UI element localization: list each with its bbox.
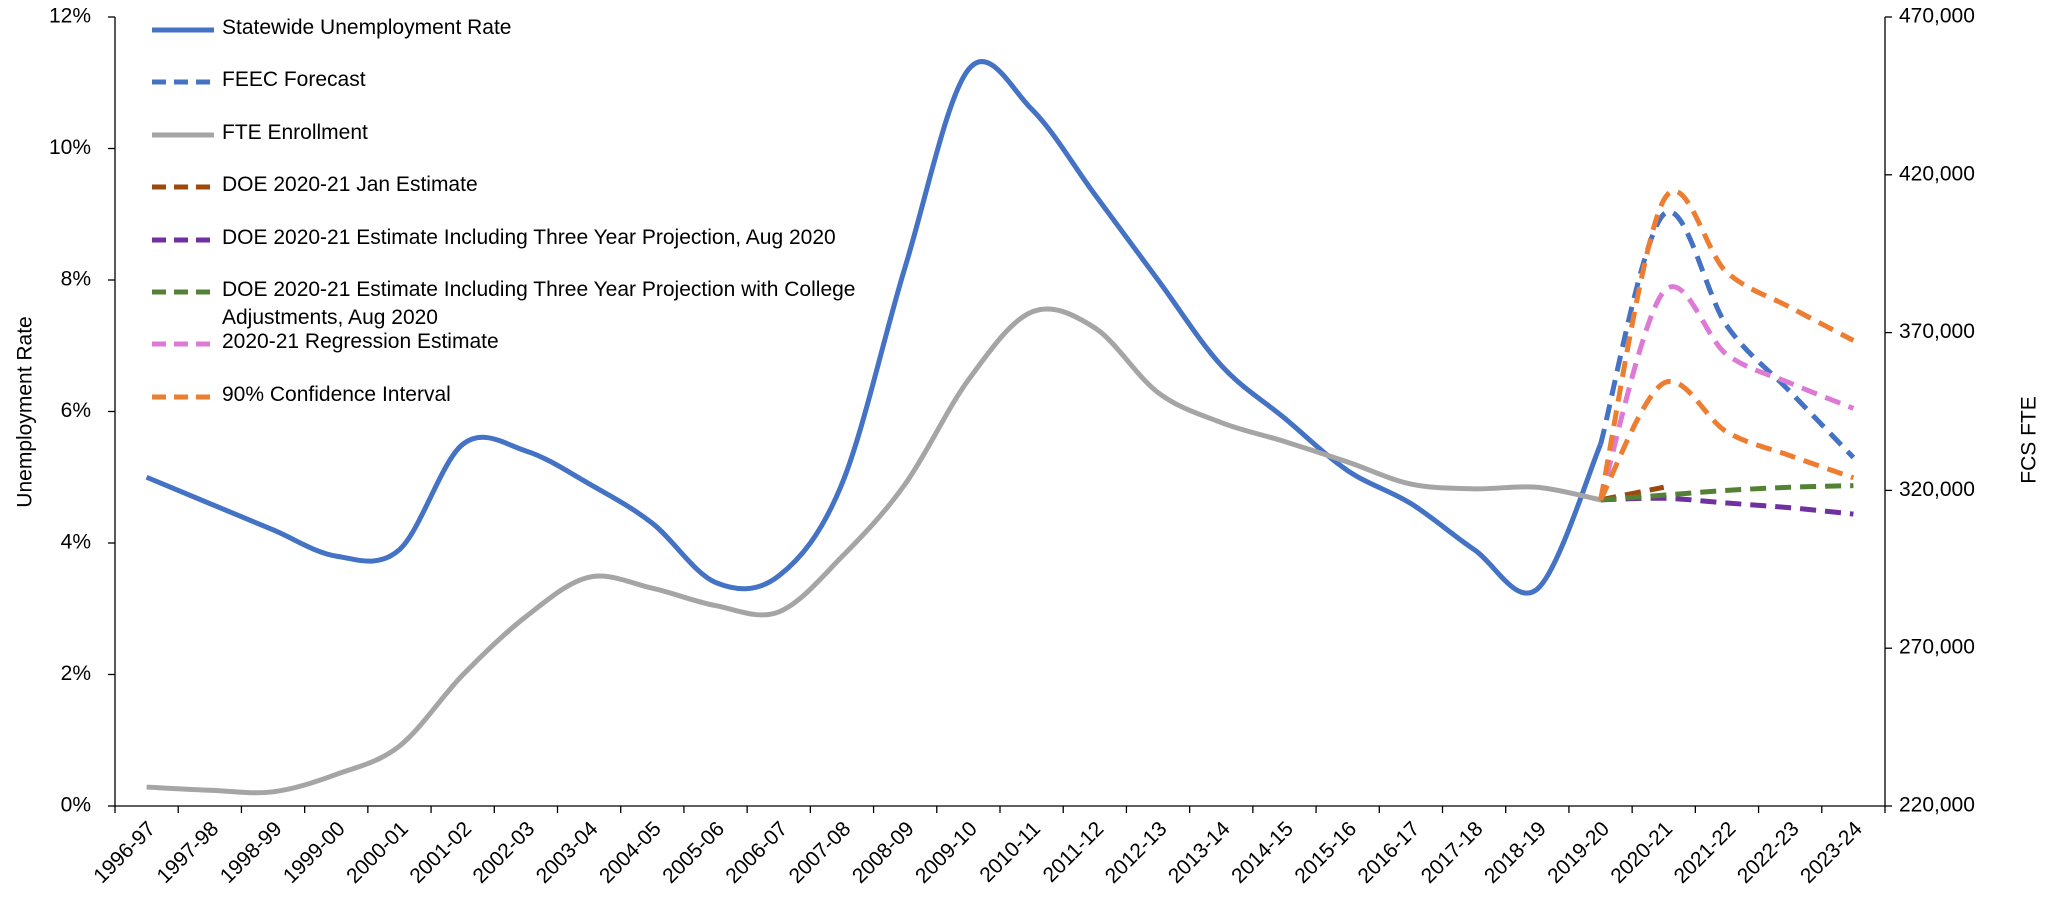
x-tick-label: 1998-99	[216, 817, 287, 888]
series-line	[145, 59, 1603, 596]
x-tick-label: 2001-02	[405, 817, 476, 888]
legend-swatch	[152, 237, 214, 243]
y-tick-label: 8%	[61, 268, 91, 291]
x-tick-label: 2017-18	[1417, 817, 1488, 888]
legend-item: 90% Confidence Interval	[150, 381, 902, 433]
y2-tick-label: 420,000	[1899, 162, 1975, 185]
y2-tick-label: 370,000	[1899, 320, 1975, 343]
legend-swatch	[152, 132, 214, 138]
x-tick-label: 2023-24	[1796, 817, 1867, 888]
x-tick-label: 2014-15	[1227, 817, 1298, 888]
x-tick-label: 2010-11	[975, 817, 1045, 887]
legend-swatch	[152, 289, 214, 295]
y-tick-label: 12%	[49, 5, 91, 28]
x-tick-label: 1997-98	[153, 817, 224, 888]
y2-axis-title: FCS FTE	[2018, 396, 2041, 484]
x-tick-label: 2015-16	[1290, 817, 1361, 888]
legend-swatch	[152, 341, 214, 347]
y2-tick-label: 320,000	[1899, 478, 1975, 501]
legend-swatch	[152, 184, 214, 190]
legend-item: Statewide Unemployment Rate	[150, 14, 902, 66]
x-tick-label: 2019-20	[1543, 817, 1614, 888]
y2-tick-label: 220,000	[1899, 794, 1975, 817]
x-tick-label: 2013-14	[1164, 817, 1235, 888]
x-tick-label: 2005-06	[658, 817, 729, 888]
x-tick-label: 2009-10	[911, 817, 982, 888]
x-tick-label: 2000-01	[342, 817, 413, 888]
x-tick-label: 2012-13	[1101, 817, 1172, 888]
x-tick-label: 2002-03	[469, 817, 540, 888]
series-line	[1598, 209, 1856, 460]
legend-label: DOE 2020-21 Jan Estimate	[222, 173, 478, 197]
y-tick-label: 4%	[61, 531, 91, 554]
legend-label: FEEC Forecast	[222, 68, 366, 92]
legend-item: FEEC Forecast	[150, 66, 902, 118]
y2-tick-label: 470,000	[1899, 5, 1975, 28]
legend-label: 2020-21 Regression Estimate	[222, 330, 499, 354]
x-tick-label: 1999-00	[279, 817, 350, 888]
x-tick-label: 2018-19	[1480, 817, 1551, 888]
x-tick-label: 2011-12	[1039, 817, 1109, 887]
x-tick-label: 2003-04	[532, 817, 603, 888]
series-line	[1598, 284, 1855, 501]
y-tick-label: 0%	[61, 794, 91, 817]
legend-label: FTE Enrollment	[222, 120, 368, 144]
y-tick-label: 2%	[61, 662, 91, 685]
x-tick-label: 2016-17	[1354, 817, 1425, 888]
x-tick-label: 2022-23	[1733, 817, 1804, 888]
series-line	[1600, 495, 1854, 517]
legend-label: Statewide Unemployment Rate	[222, 16, 512, 39]
y-tick-label: 10%	[49, 136, 91, 159]
legend-item: DOE 2020-21 Estimate Including Three Yea…	[150, 276, 902, 329]
series-line	[1598, 378, 1855, 502]
x-tick-label: 1996-97	[89, 817, 160, 888]
y2-tick-label: 270,000	[1899, 636, 1975, 659]
x-tick-label: 2008-09	[848, 817, 919, 888]
x-tick-label: 2007-08	[785, 817, 856, 888]
legend-label: DOE 2020-21 Estimate Including Three Yea…	[222, 225, 836, 249]
legend-item: 2020-21 Regression Estimate	[150, 328, 902, 380]
series-line	[146, 306, 1602, 796]
legend-item: FTE Enrollment	[150, 119, 902, 171]
legend: Statewide Unemployment Rate FEEC Forecast…	[150, 14, 902, 433]
x-tick-label: 2004-05	[595, 817, 666, 888]
legend-item: DOE 2020-21 Estimate Including Three Yea…	[150, 224, 902, 276]
x-tick-label: 2006-07	[721, 817, 792, 888]
legend-swatch	[152, 79, 214, 85]
legend-label: DOE 2020-21 Estimate Including Three Yea…	[222, 277, 856, 329]
x-tick-label: 2021-22	[1670, 817, 1741, 888]
y-tick-label: 6%	[61, 399, 91, 422]
x-tick-label: 2020-21	[1606, 817, 1677, 888]
legend-swatch	[152, 27, 214, 33]
legend-swatch	[152, 394, 214, 400]
series-line	[1598, 188, 1855, 501]
series-line	[1600, 483, 1854, 503]
legend-label: 90% Confidence Interval	[222, 382, 451, 406]
legend-item: DOE 2020-21 Jan Estimate	[150, 171, 902, 223]
y-axis-title: Unemployment Rate	[14, 316, 37, 507]
